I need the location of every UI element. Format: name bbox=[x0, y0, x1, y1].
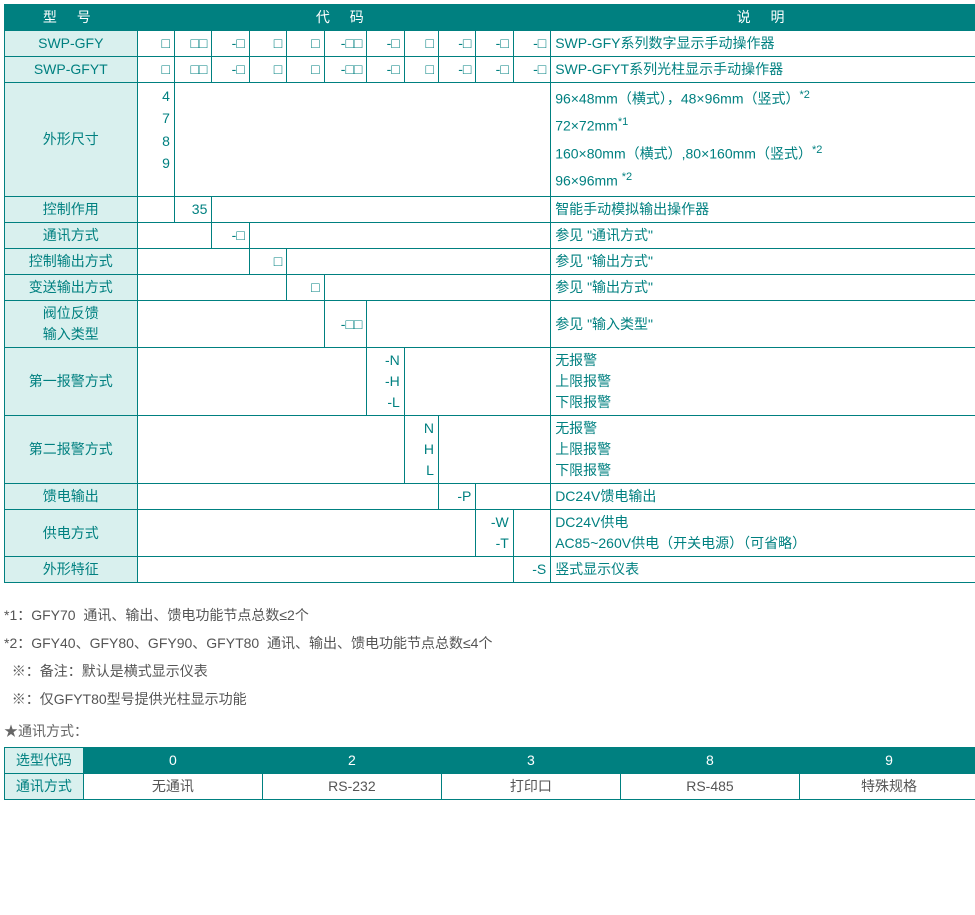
row-desc: SWP-GFYT系列光柱显示手动操作器 bbox=[551, 57, 975, 83]
row-label: 外形尺寸 bbox=[5, 83, 138, 197]
row-desc: 参见 "输出方式" bbox=[551, 275, 975, 301]
row-label: 外形特征 bbox=[5, 557, 138, 583]
row-label: 控制输出方式 bbox=[5, 249, 138, 275]
spec-table: 型 号代 码说 明SWP-GFY□□□-□□□-□□-□□-□-□-□SWP-G… bbox=[4, 4, 975, 583]
row-desc: 智能手动模拟输出操作器 bbox=[551, 197, 975, 223]
row-label: 阀位反馈输入类型 bbox=[5, 301, 138, 348]
row-desc: 参见 "通讯方式" bbox=[551, 223, 975, 249]
row-desc: DC24V供电AC85~260V供电（开关电源）（可省略） bbox=[551, 510, 975, 557]
row-label: 第二报警方式 bbox=[5, 416, 138, 484]
row-label: 供电方式 bbox=[5, 510, 138, 557]
row-desc: SWP-GFY系列数字显示手动操作器 bbox=[551, 31, 975, 57]
row-desc: 参见 "输出方式" bbox=[551, 249, 975, 275]
row-label: 控制作用 bbox=[5, 197, 138, 223]
footnotes: *1：GFY70 通讯、输出、馈电功能节点总数≤2个*2：GFY40、GFY80… bbox=[4, 601, 975, 713]
row-label: 通讯方式 bbox=[5, 223, 138, 249]
row-label: SWP-GFYT bbox=[5, 57, 138, 83]
comm-heading: ★通讯方式： bbox=[4, 721, 975, 741]
row-desc: 96×48mm（横式），48×96mm（竖式）*272×72mm*1160×80… bbox=[551, 83, 975, 197]
row-desc: 无报警上限报警下限报警 bbox=[551, 348, 975, 416]
row-desc: DC24V馈电输出 bbox=[551, 484, 975, 510]
row-label: SWP-GFY bbox=[5, 31, 138, 57]
comm-table: 选型代码02389通讯方式无通讯RS-232打印口RS-485特殊规格 bbox=[4, 747, 975, 800]
row-desc: 无报警上限报警下限报警 bbox=[551, 416, 975, 484]
row-label: 第一报警方式 bbox=[5, 348, 138, 416]
row-label: 变送输出方式 bbox=[5, 275, 138, 301]
row-desc: 竖式显示仪表 bbox=[551, 557, 975, 583]
row-desc: 参见 "输入类型" bbox=[551, 301, 975, 348]
row-label: 馈电输出 bbox=[5, 484, 138, 510]
